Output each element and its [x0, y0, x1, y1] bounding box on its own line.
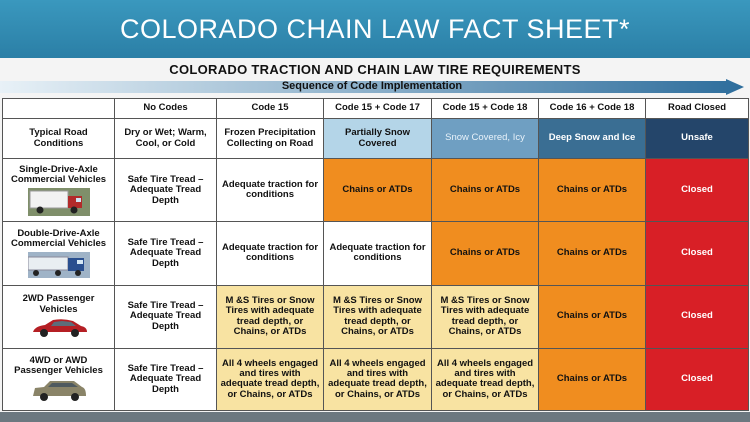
box-truck-icon: [27, 187, 90, 216]
vehicle-label: Single-Drive-Axle Commercial Vehicles: [10, 163, 107, 186]
sequence-arrow: Sequence of Code Implementation: [0, 79, 744, 95]
conditions-row: Typical Road Conditions Dry or Wet; Warm…: [2, 118, 749, 160]
requirement-cell: Chains or ATDs: [323, 158, 432, 223]
requirement-cell: M &S Tires or Snow Tires with adequate t…: [216, 284, 324, 349]
requirement-cell: Closed: [645, 158, 749, 223]
requirement-cell: All 4 wheels engaged and tires with adeq…: [216, 347, 324, 412]
requirement-cell: Chains or ATDs: [431, 221, 539, 286]
requirement-cell: M &S Tires or Snow Tires with adequate t…: [323, 284, 432, 349]
vehicle-cell: Double-Drive-Axle Commercial Vehicles: [2, 221, 115, 286]
table-row: Double-Drive-Axle Commercial Vehicles Sa…: [2, 221, 749, 286]
vehicle-label: 2WD Passenger Vehicles: [22, 293, 95, 315]
vehicle-cell: Single-Drive-Axle Commercial Vehicles: [2, 158, 115, 223]
requirement-cell: Safe Tire Tread – Adequate Tread Depth: [114, 221, 217, 286]
col-header: No Codes: [114, 97, 217, 120]
table-row: Single-Drive-Axle Commercial Vehicles Sa…: [2, 158, 749, 223]
col-header: Code 15: [216, 97, 324, 120]
requirement-cell: Safe Tire Tread – Adequate Tread Depth: [114, 158, 217, 223]
col-header: Code 15 + Code 18: [431, 97, 539, 120]
table-row: 4WD or AWD Passenger Vehicles Safe Tire …: [2, 347, 749, 412]
requirement-cell: Closed: [645, 221, 749, 286]
requirement-cell: Chains or ATDs: [538, 221, 646, 286]
requirement-cell: Chains or ATDs: [431, 158, 539, 223]
requirement-cell: M &S Tires or Snow Tires with adequate t…: [431, 284, 539, 349]
vehicle-label: 4WD or AWD Passenger Vehicles: [14, 354, 103, 377]
conditions-label: Typical Road Conditions: [2, 118, 115, 160]
requirement-cell: Adequate traction for conditions: [216, 158, 324, 223]
table-row: 2WD Passenger Vehicles Safe Tire Tread –…: [2, 284, 749, 349]
condition-cell: Unsafe: [645, 118, 749, 160]
table-subtitle: COLORADO TRACTION AND CHAIN LAW TIRE REQ…: [169, 62, 581, 77]
banner-title: COLORADO CHAIN LAW FACT SHEET*: [0, 0, 750, 58]
condition-cell: Deep Snow and Ice: [538, 118, 646, 160]
condition-cell: Frozen Precipitation Collecting on Road: [216, 118, 324, 160]
code-header-row: No Codes Code 15 Code 15 + Code 17 Code …: [2, 97, 749, 120]
requirement-cell: Chains or ATDs: [538, 284, 646, 349]
bottom-strip: [0, 412, 750, 422]
requirements-table: No Codes Code 15 Code 15 + Code 17 Code …: [2, 97, 749, 412]
vehicle-cell: 4WD or AWD Passenger Vehicles: [2, 347, 115, 412]
fact-sheet: COLORADO TRACTION AND CHAIN LAW TIRE REQ…: [0, 58, 750, 412]
requirement-cell: All 4 wheels engaged and tires with adeq…: [323, 347, 432, 412]
condition-cell: Dry or Wet; Warm, Cool, or Cold: [114, 118, 217, 160]
sequence-label: Sequence of Code Implementation: [281, 80, 463, 92]
suv-icon: [32, 380, 86, 401]
requirement-cell: Adequate traction for conditions: [216, 221, 324, 286]
header-blank: [2, 97, 115, 120]
semi-truck-icon: [27, 251, 90, 278]
vehicle-label: Double-Drive-Axle Commercial Vehicles: [10, 228, 107, 250]
col-header: Code 15 + Code 17: [323, 97, 432, 120]
vehicle-cell: 2WD Passenger Vehicles: [2, 284, 115, 349]
condition-cell: Partially Snow Covered: [323, 118, 432, 160]
col-header: Code 16 + Code 18: [538, 97, 646, 120]
requirement-cell: Chains or ATDs: [538, 158, 646, 223]
col-header: Road Closed: [645, 97, 749, 120]
requirement-cell: Closed: [645, 284, 749, 349]
arrow-shape-icon: [0, 79, 744, 95]
requirement-cell: All 4 wheels engaged and tires with adeq…: [431, 347, 539, 412]
condition-cell: Snow Covered, Icy: [431, 118, 539, 160]
requirement-cell: Adequate traction for conditions: [323, 221, 432, 286]
sedan-icon: [32, 319, 87, 338]
requirement-cell: Safe Tire Tread – Adequate Tread Depth: [114, 347, 217, 412]
requirement-cell: Closed: [645, 347, 749, 412]
requirement-cell: Chains or ATDs: [538, 347, 646, 412]
requirement-cell: Safe Tire Tread – Adequate Tread Depth: [114, 284, 217, 349]
